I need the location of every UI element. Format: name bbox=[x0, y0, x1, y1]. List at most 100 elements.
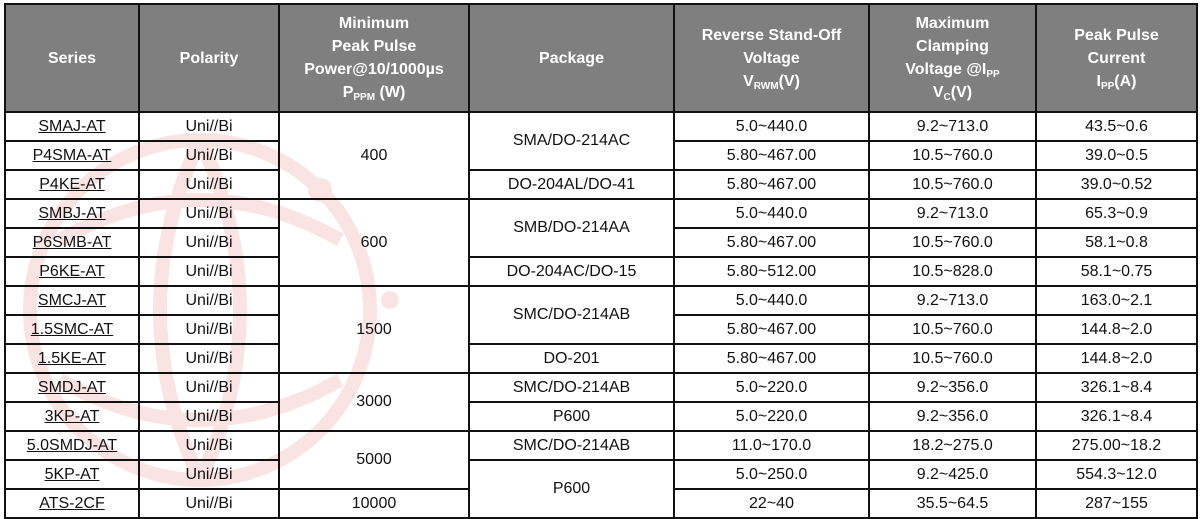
vrwm-cell: 5.0~440.0 bbox=[673, 285, 870, 316]
series-cell[interactable]: 1.5KE-AT bbox=[4, 343, 140, 374]
ipp-cell: 144.8~2.0 bbox=[1035, 343, 1198, 374]
table-body: SMAJ-AT Uni//Bi 400 SMA/DO-214AC 5.0~440.0 9.… bbox=[4, 111, 1198, 519]
peak-power-cell: 1500 bbox=[278, 285, 470, 374]
vc-cell: 10.5~760.0 bbox=[868, 140, 1037, 171]
series-link[interactable]: SMCJ-AT bbox=[37, 291, 107, 309]
polarity-cell: Uni//Bi bbox=[138, 459, 280, 490]
ipp-cell: 287~155 bbox=[1035, 488, 1198, 519]
ipp-cell: 326.1~8.4 bbox=[1035, 372, 1198, 403]
polarity-cell: Uni//Bi bbox=[138, 256, 280, 287]
series-cell[interactable]: ATS-2CF bbox=[4, 488, 140, 519]
polarity-cell: Uni//Bi bbox=[138, 169, 280, 200]
series-link[interactable]: 3KP-AT bbox=[44, 407, 100, 425]
table-row: P4SMA-AT Uni//Bi 5.80~467.00 10.5~760.0 39.0… bbox=[4, 140, 1198, 171]
vrwm-cell: 5.80~467.00 bbox=[673, 227, 870, 258]
series-cell[interactable]: SMDJ-AT bbox=[4, 372, 140, 403]
header-line: Minimum bbox=[338, 15, 410, 32]
series-link[interactable]: SMBJ-AT bbox=[38, 204, 106, 222]
series-cell[interactable]: SMAJ-AT bbox=[4, 111, 140, 142]
peak-power-cell: 600 bbox=[278, 198, 470, 287]
peak-power-cell: 3000 bbox=[278, 372, 470, 432]
vc-cell: 9.2~713.0 bbox=[868, 111, 1037, 142]
series-cell[interactable]: P4SMA-AT bbox=[4, 140, 140, 171]
header-line: Clamping bbox=[916, 38, 989, 55]
ipp-cell: 554.3~12.0 bbox=[1035, 459, 1198, 490]
series-link[interactable]: SMAJ-AT bbox=[38, 117, 106, 135]
vc-cell: 9.2~356.0 bbox=[868, 372, 1037, 403]
peak-power-cell: 400 bbox=[278, 111, 470, 200]
ipp-cell: 163.0~2.1 bbox=[1035, 285, 1198, 316]
header-symbol: I bbox=[1096, 72, 1101, 90]
series-cell[interactable]: P6SMB-AT bbox=[4, 227, 140, 258]
vc-cell: 10.5~760.0 bbox=[868, 227, 1037, 258]
header-clamping-voltage: Maximum Clamping Voltage @IPP VC(V) bbox=[868, 3, 1037, 113]
polarity-cell: Uni//Bi bbox=[138, 488, 280, 519]
header-unit: (V) bbox=[778, 72, 800, 90]
header-subscript: PP bbox=[1100, 80, 1115, 92]
table-row: P6SMB-AT Uni//Bi 5.80~467.00 10.5~760.0 58.1… bbox=[4, 227, 1198, 258]
table-row: SMDJ-AT Uni//Bi 3000 SMC/DO-214AB 5.0~220.0 9… bbox=[4, 372, 1198, 432]
series-link[interactable]: SMDJ-AT bbox=[37, 378, 107, 396]
series-cell[interactable]: P4KE-AT bbox=[4, 169, 140, 200]
table-row: 5KP-AT Uni//Bi P600 5.0~250.0 9.2~425.0 554.3… bbox=[4, 459, 1198, 519]
header-unit: (A) bbox=[1114, 72, 1137, 90]
header-unit: (W) bbox=[375, 84, 406, 101]
polarity-cell: Uni//Bi bbox=[138, 372, 280, 403]
package-cell: DO-204AC/DO-15 bbox=[468, 256, 675, 287]
header-subscript: C bbox=[943, 92, 951, 103]
vrwm-cell: 5.80~467.00 bbox=[673, 140, 870, 171]
series-cell[interactable]: SMCJ-AT bbox=[4, 285, 140, 316]
header-line: Peak Pulse bbox=[1074, 26, 1159, 44]
series-cell[interactable]: 5.0SMDJ-AT bbox=[4, 430, 140, 461]
package-cell: DO-204AL/DO-41 bbox=[468, 169, 675, 200]
package-cell: DO-201 bbox=[468, 343, 675, 374]
header-line: Voltage @I bbox=[905, 61, 987, 78]
series-link[interactable]: P6SMB-AT bbox=[32, 233, 112, 251]
series-cell[interactable]: 1.5SMC-AT bbox=[4, 314, 140, 345]
header-line: Voltage bbox=[743, 49, 800, 67]
ipp-cell: 326.1~8.4 bbox=[1035, 401, 1198, 432]
tvs-series-table: Series Polarity Minimum Peak Pulse Power… bbox=[4, 3, 1198, 519]
series-link[interactable]: P4KE-AT bbox=[39, 175, 105, 193]
polarity-cell: Uni//Bi bbox=[138, 198, 280, 229]
vrwm-cell: 5.0~440.0 bbox=[673, 111, 870, 142]
polarity-cell: Uni//Bi bbox=[138, 343, 280, 374]
series-link[interactable]: 1.5KE-AT bbox=[37, 349, 107, 367]
ipp-cell: 58.1~0.8 bbox=[1035, 227, 1198, 258]
header-row: Series Polarity Minimum Peak Pulse Power… bbox=[4, 3, 1198, 113]
table-row: P6KE-AT Uni//Bi DO-204AC/DO-15 5.80~512.00 1… bbox=[4, 256, 1198, 287]
header-subscript: RWM bbox=[753, 80, 779, 92]
package-cell: SMC/DO-214AB bbox=[468, 430, 675, 461]
series-cell[interactable]: 3KP-AT bbox=[4, 401, 140, 432]
series-link[interactable]: ATS-2CF bbox=[39, 494, 105, 512]
vrwm-cell: 5.80~467.00 bbox=[673, 169, 870, 200]
vrwm-cell: 5.80~512.00 bbox=[673, 256, 870, 287]
vc-cell: 9.2~713.0 bbox=[868, 198, 1037, 229]
series-cell[interactable]: SMBJ-AT bbox=[4, 198, 140, 229]
series-cell[interactable]: 5KP-AT bbox=[4, 459, 140, 490]
series-link[interactable]: 5KP-AT bbox=[44, 465, 100, 483]
polarity-cell: Uni//Bi bbox=[138, 401, 280, 432]
header-symbol: V bbox=[743, 72, 754, 90]
vrwm-cell: 5.0~250.0 bbox=[673, 459, 870, 490]
series-link[interactable]: 5.0SMDJ-AT bbox=[26, 436, 118, 454]
polarity-cell: Uni//Bi bbox=[138, 227, 280, 258]
table-row: SMCJ-AT Uni//Bi 1500 SMC/DO-214AB 5.0~440.0 9… bbox=[4, 285, 1198, 374]
series-link[interactable]: 1.5SMC-AT bbox=[30, 320, 114, 338]
vc-cell: 10.5~760.0 bbox=[868, 169, 1037, 200]
series-link[interactable]: P4SMA-AT bbox=[32, 146, 112, 164]
vc-cell: 10.5~760.0 bbox=[868, 314, 1037, 345]
ipp-cell: 39.0~0.5 bbox=[1035, 140, 1198, 171]
table-row: 3KP-AT Uni//Bi P600 5.0~220.0 9.2~356.0 326.1… bbox=[4, 401, 1198, 432]
series-link[interactable]: P6KE-AT bbox=[39, 262, 105, 280]
table-row: P4KE-AT Uni//Bi DO-204AL/DO-41 5.80~467.00 1… bbox=[4, 169, 1198, 200]
header-series: Series bbox=[4, 3, 140, 113]
table-row: SMAJ-AT Uni//Bi 400 SMA/DO-214AC 5.0~440.0 9.… bbox=[4, 111, 1198, 200]
header-package: Package bbox=[468, 3, 675, 113]
header-unit: (V) bbox=[950, 84, 973, 101]
header-line: Current bbox=[1087, 49, 1146, 67]
ipp-cell: 65.3~0.9 bbox=[1035, 198, 1198, 229]
vrwm-cell: 5.0~220.0 bbox=[673, 372, 870, 403]
series-cell[interactable]: P6KE-AT bbox=[4, 256, 140, 287]
header-polarity: Polarity bbox=[138, 3, 280, 113]
